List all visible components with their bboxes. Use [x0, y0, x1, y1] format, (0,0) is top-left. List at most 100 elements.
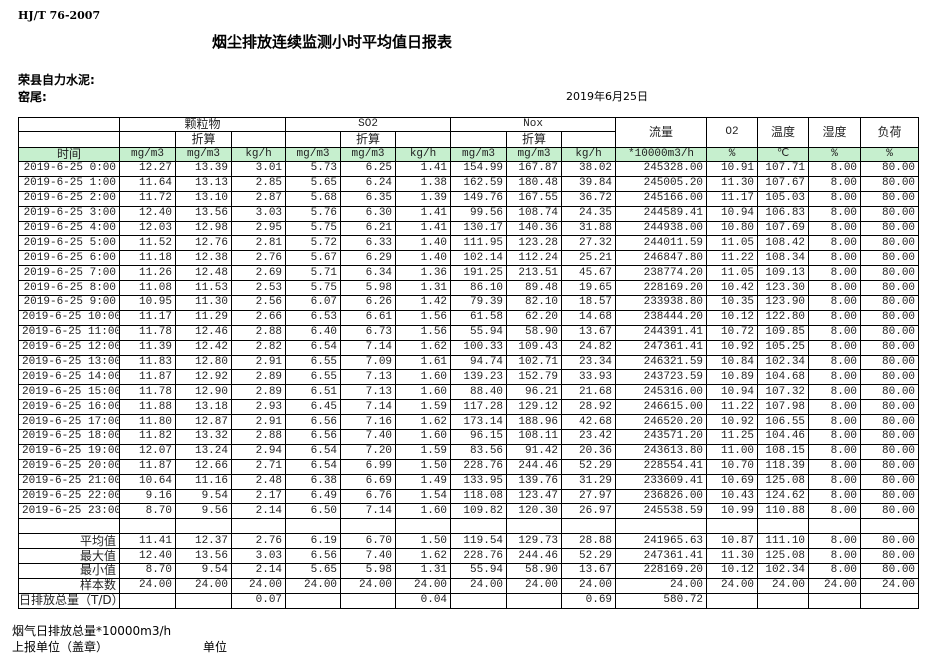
value-cell: 1.31	[395, 563, 452, 579]
value-cell: 2.82	[230, 339, 287, 356]
value-cell: 31.88	[561, 220, 617, 237]
value-cell: 2.71	[230, 458, 287, 475]
value-cell: 245316.00	[615, 384, 708, 401]
value-cell: 1.60	[395, 384, 452, 401]
value-cell: 228554.41	[615, 458, 708, 475]
value-cell: 11.52	[119, 235, 176, 252]
time-cell: 2019-6-25 1:00	[18, 175, 120, 192]
unit-header: %	[706, 147, 759, 162]
value-cell: 27.97	[561, 488, 617, 505]
time-cell: 2019-6-25 3:00	[18, 205, 120, 222]
value-cell: 102.34	[757, 563, 810, 579]
value-cell: 1.40	[395, 250, 452, 267]
value-cell: 1.60	[395, 503, 452, 520]
value-cell: 24.00	[340, 577, 397, 594]
value-cell: 7.14	[340, 399, 397, 416]
value-cell: 8.00	[808, 175, 862, 192]
value-cell: 244011.59	[615, 235, 708, 252]
value-cell: 244.46	[506, 458, 563, 475]
value-cell: 1.60	[395, 369, 452, 386]
value-cell: 8.00	[808, 488, 862, 505]
value-cell: 124.62	[757, 488, 810, 505]
value-cell	[860, 592, 920, 609]
value-cell: 11.30	[706, 175, 759, 192]
value-cell: 12.48	[175, 265, 232, 282]
value-cell: 233609.41	[615, 473, 708, 490]
time-cell: 2019-6-25 9:00	[18, 295, 120, 311]
value-cell: 105.25	[757, 339, 810, 356]
value-cell: 7.13	[340, 384, 397, 401]
value-cell: 8.00	[808, 205, 862, 222]
value-cell: 10.94	[706, 384, 759, 401]
reporting-unit-label: 上报单位（盖章）	[12, 640, 109, 654]
value-cell: 82.10	[506, 295, 563, 311]
value-cell: 20.36	[561, 443, 617, 460]
value-cell: 6.45	[285, 399, 342, 416]
value-cell: 8.00	[808, 443, 862, 460]
value-cell: 11.72	[119, 190, 176, 207]
value-cell: 94.74	[450, 354, 508, 371]
value-cell: 245005.20	[615, 175, 708, 192]
value-cell: 6.29	[340, 250, 397, 267]
value-cell: 109.85	[757, 324, 810, 341]
value-cell: 13.13	[175, 175, 232, 192]
group-flow: 流量	[615, 117, 708, 148]
table-row: 2019-6-25 0:00 12.27 13.39 3.01 5.73 6.25 1.41…	[18, 161, 920, 177]
value-cell: 6.38	[285, 473, 342, 490]
value-cell: 111.10	[757, 533, 810, 550]
value-cell: 6.54	[285, 458, 342, 475]
value-cell: 6.76	[340, 488, 397, 505]
value-cell: 11.88	[119, 399, 176, 416]
value-cell: 6.34	[340, 265, 397, 282]
value-cell: 8.00	[808, 250, 862, 267]
value-cell: 11.53	[175, 280, 232, 297]
value-cell: 8.00	[808, 295, 862, 311]
value-cell: 5.65	[285, 175, 342, 192]
value-cell: 8.00	[808, 309, 862, 326]
value-cell: 7.40	[340, 548, 397, 565]
value-cell: 108.74	[506, 205, 563, 222]
value-cell: 0.69	[561, 592, 617, 609]
value-cell: 106.55	[757, 414, 810, 431]
so2-converted-label: 折算	[340, 131, 397, 148]
group-particulate: 颗粒物	[118, 117, 287, 132]
value-cell: 3.03	[230, 205, 287, 222]
empty-cell	[808, 518, 862, 535]
value-cell: 8.00	[808, 280, 862, 297]
unit-header: %	[860, 147, 920, 162]
value-cell: 1.56	[395, 324, 452, 341]
value-cell: 6.21	[340, 220, 397, 237]
value-cell: 8.00	[808, 369, 862, 386]
value-cell: 80.00	[860, 324, 920, 341]
value-cell: 125.08	[757, 548, 810, 565]
value-cell: 8.00	[808, 324, 862, 341]
empty-cell	[230, 518, 287, 535]
value-cell: 13.24	[175, 443, 232, 460]
value-cell: 5.68	[285, 190, 342, 207]
value-cell: 1.59	[395, 399, 452, 416]
value-cell: 236826.00	[615, 488, 708, 505]
value-cell: 12.87	[175, 414, 232, 431]
value-cell: 109.43	[506, 339, 563, 356]
value-cell: 1.62	[395, 339, 452, 356]
value-cell: 244.46	[506, 548, 563, 565]
value-cell: 58.90	[506, 324, 563, 341]
value-cell: 12.37	[175, 533, 232, 550]
value-cell: 12.07	[119, 443, 176, 460]
table-row: 2019-6-25 20:00 11.87 12.66 2.71 6.54 6.99 1.5…	[18, 458, 920, 475]
value-cell: 246520.20	[615, 414, 708, 431]
value-cell: 12.98	[175, 220, 232, 237]
value-cell: 125.08	[757, 473, 810, 490]
table-row: 2019-6-25 21:00 10.64 11.16 2.48 6.38 6.69 1.4…	[18, 473, 920, 490]
empty-cell	[395, 518, 452, 535]
value-cell: 6.54	[285, 339, 342, 356]
value-cell: 8.00	[808, 190, 862, 207]
value-cell: 19.65	[561, 280, 617, 297]
value-cell: 11.87	[119, 369, 176, 386]
value-cell: 99.56	[450, 205, 508, 222]
value-cell: 11.17	[119, 309, 176, 326]
value-cell: 5.98	[340, 563, 397, 579]
value-cell: 10.35	[706, 295, 759, 311]
value-cell: 2.88	[230, 324, 287, 341]
table-row: 2019-6-25 23:00 8.70 9.56 2.14 6.50 7.14 1.60 1…	[18, 503, 920, 520]
